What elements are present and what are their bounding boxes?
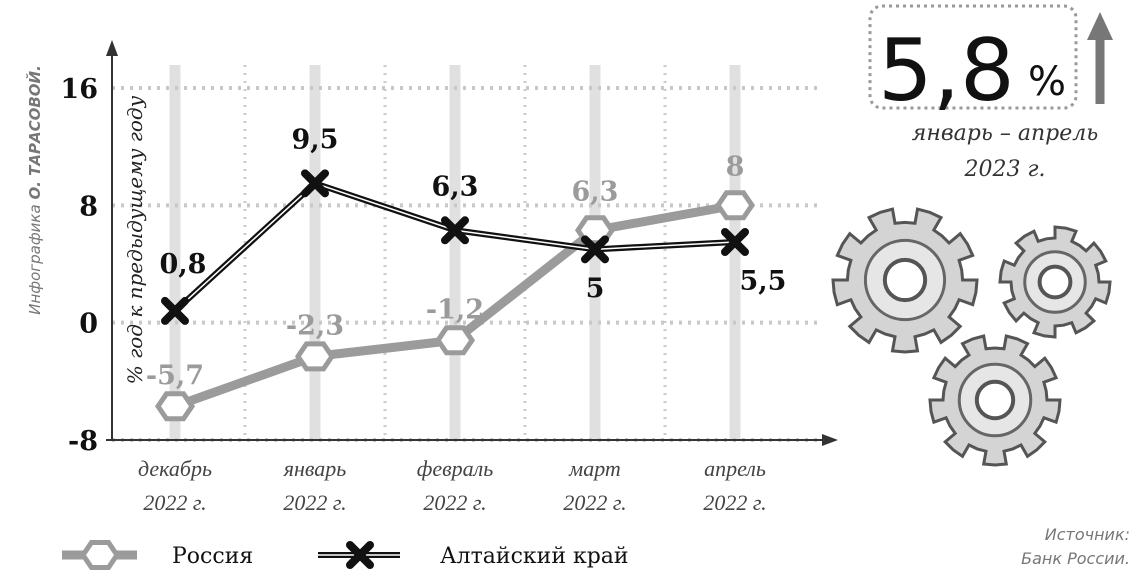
legend-marker <box>79 540 121 570</box>
headline-unit: % <box>1028 59 1066 105</box>
x-tick-label: февраль 2022 г. <box>416 456 494 515</box>
headline-value: 5,8 <box>878 21 1015 121</box>
gear-hole <box>974 379 1016 421</box>
value-label: 0,8 <box>160 249 207 280</box>
marker <box>294 341 336 372</box>
source-name: Банк России. <box>1021 549 1130 568</box>
value-label: -5,7 <box>146 360 204 391</box>
y-axis-label: % год к предыдущему году <box>123 95 147 384</box>
gear-hole <box>882 257 928 303</box>
credit-prefix: Инфографика <box>26 204 44 314</box>
value-label: 5 <box>586 273 605 304</box>
y-tick-label: 8 <box>79 191 98 222</box>
value-label: 6,3 <box>572 176 619 207</box>
marker <box>714 190 756 221</box>
legend-label: Россия <box>172 544 253 569</box>
legend-label: Алтайский край <box>440 544 629 569</box>
y-tick-label: 0 <box>79 309 98 340</box>
up-arrow-head <box>1087 12 1113 40</box>
y-tick-label: -8 <box>68 426 98 457</box>
marker <box>154 391 196 422</box>
marker <box>161 296 189 325</box>
marker <box>434 325 476 356</box>
gears-illustration <box>831 207 1112 467</box>
source-label: Источник: <box>1045 525 1130 544</box>
headline-year: 2023 г. <box>963 157 1045 182</box>
x-axis-arrow <box>822 434 838 446</box>
credit: Инфографика О. ТАРАСОВОЙ. <box>25 65 44 315</box>
headline-box <box>868 4 1078 110</box>
value-label: 8 <box>726 151 745 182</box>
y-tick-label: 16 <box>60 74 98 105</box>
value-label: -1,2 <box>426 294 484 325</box>
marker <box>721 228 749 256</box>
credit-name: О. ТАРАСОВОЙ. <box>25 65 44 199</box>
value-label: 5,5 <box>740 266 787 297</box>
x-tick-label: март 2022 г. <box>563 456 627 515</box>
marker <box>441 216 469 245</box>
x-tick-label: декабрь 2022 г. <box>138 456 212 515</box>
headline-period: январь – апрель <box>912 121 1098 146</box>
marker <box>301 169 329 198</box>
value-label: 6,3 <box>432 171 479 202</box>
value-label: -2,3 <box>286 310 344 341</box>
marker <box>581 235 609 264</box>
x-tick-label: апрель 2022 г. <box>703 456 767 515</box>
x-tick-label: январь 2022 г. <box>283 456 347 515</box>
y-axis-arrow <box>106 40 118 56</box>
gear-hole <box>1037 264 1073 300</box>
value-label: 9,5 <box>292 124 339 155</box>
legend-marker <box>346 541 374 569</box>
